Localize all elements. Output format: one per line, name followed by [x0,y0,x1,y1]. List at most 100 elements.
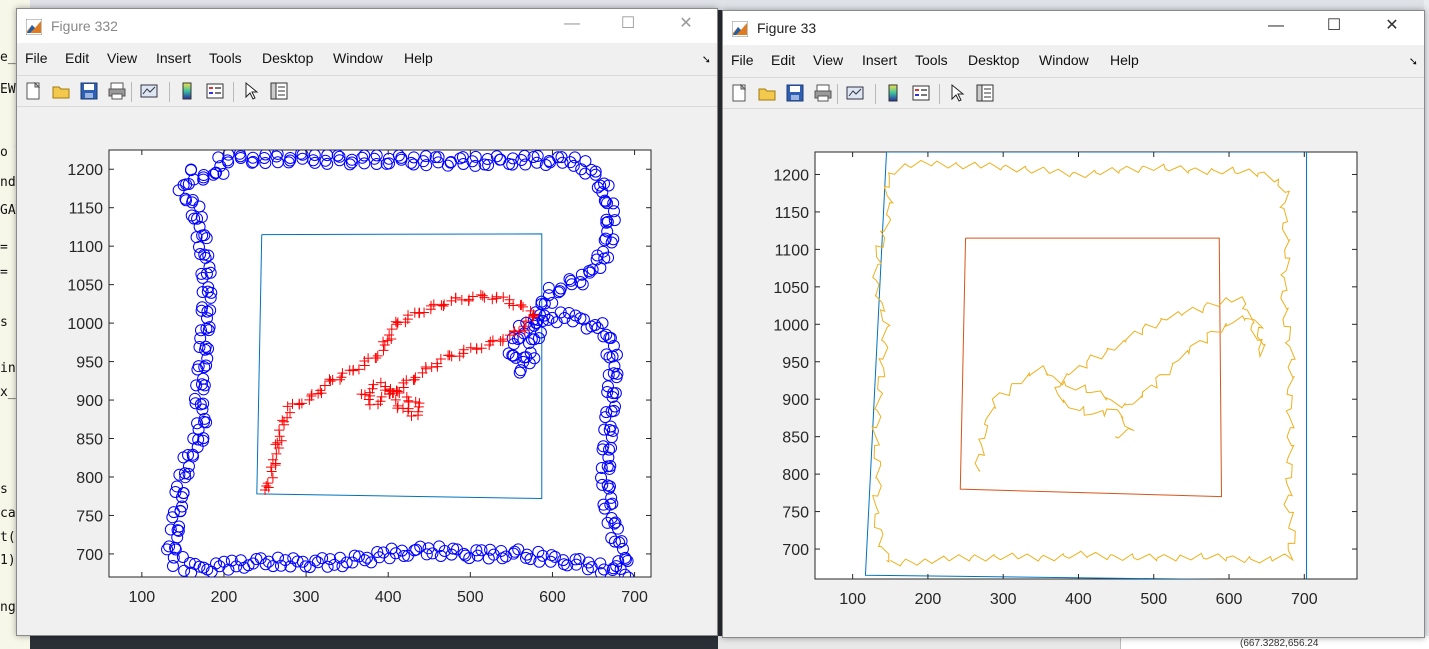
data-point [564,156,577,169]
data-point [420,548,433,561]
data-point [299,560,312,573]
data-point [169,541,182,554]
save-icon[interactable] [785,83,805,103]
property-inspector-icon[interactable] [975,83,995,103]
menu-tools[interactable]: Tools [915,52,948,68]
data-point [420,159,433,172]
data-point [175,491,188,504]
save-icon[interactable] [79,81,99,101]
chart-figure-33[interactable]: 100 200 300 400 500 600 700 700 750 800 850 900 950 1… [723,109,1424,637]
menu-edit[interactable]: Edit [771,52,796,68]
print-icon[interactable] [813,83,833,103]
toolbar-separator [875,84,876,104]
insert-colorbar-icon[interactable] [177,81,197,101]
data-point [604,498,617,511]
minimize-button[interactable]: — [1268,17,1284,34]
chart-figure-332[interactable]: 100 200 300 400 500 600 700 700 750 800 850 900 950 1… [17,107,717,635]
data-point [372,350,383,361]
data-point [209,167,222,180]
data-point [428,299,439,310]
close-button[interactable]: ✕ [679,15,693,32]
data-point [371,546,384,559]
menu-help[interactable]: Help [1110,52,1139,68]
data-point [376,391,387,402]
data-point [178,467,191,480]
dock-arrow-icon[interactable]: ➘ [701,54,711,66]
data-point [161,543,174,556]
data-point [436,300,447,311]
link-plot-icon[interactable] [845,83,865,103]
maximize-button[interactable]: ☐ [620,15,636,32]
data-point [390,394,401,405]
property-inspector-icon[interactable] [269,81,289,101]
figure-window-33[interactable]: Figure 33 — ☐ ✕ File Edit View Insert To… [722,10,1425,638]
edit-plot-icon[interactable] [947,83,967,103]
data-point [200,232,213,245]
data-point [477,290,488,301]
insert-legend-icon[interactable] [205,81,225,101]
data-point [331,150,344,162]
data-point [512,543,525,556]
menu-view[interactable]: View [813,52,844,68]
dock-arrow-icon[interactable]: ➘ [1408,56,1418,68]
data-point [579,167,592,180]
data-point [367,383,378,394]
open-file-icon[interactable] [757,83,777,103]
menu-window[interactable]: Window [333,50,383,66]
menu-edit[interactable]: Edit [65,50,90,66]
menu-desktop[interactable]: Desktop [968,52,1020,68]
edit-plot-icon[interactable] [241,81,261,101]
data-point [163,540,176,553]
data-point [456,151,469,164]
data-point [190,231,203,244]
x-tick-label: 700 [621,589,648,606]
data-point [487,294,498,305]
toolbar-separator [169,82,170,102]
data-point [340,556,353,569]
data-point [270,439,281,450]
menu-insert[interactable]: Insert [156,50,192,66]
maximize-button[interactable]: ☐ [1326,17,1342,34]
link-plot-icon[interactable] [139,81,159,101]
data-point [199,343,212,356]
menu-tools[interactable]: Tools [209,50,242,66]
data-point [246,156,259,169]
data-point [197,173,210,186]
data-point [496,552,509,565]
x-tick-label: 500 [457,589,484,606]
open-file-icon[interactable] [51,81,71,101]
data-point [316,552,329,565]
data-point [567,159,580,172]
menu-help[interactable]: Help [404,50,433,66]
close-button[interactable]: ✕ [1385,17,1399,34]
menu-file[interactable]: File [731,52,754,68]
insert-colorbar-icon[interactable] [883,83,903,103]
editor-code-fragment: s [0,315,8,330]
data-point [259,156,272,169]
menu-file[interactable]: File [25,50,48,66]
menu-window[interactable]: Window [1039,52,1089,68]
data-point [598,423,611,436]
menu-desktop[interactable]: Desktop [262,50,314,66]
data-point [361,551,374,564]
menu-view[interactable]: View [107,50,138,66]
x-tick-label: 500 [1140,591,1167,608]
new-figure-icon[interactable] [23,81,43,101]
data-point [536,314,549,327]
new-figure-icon[interactable] [729,83,749,103]
insert-legend-icon[interactable] [911,83,931,103]
arena-boundary-line [959,237,1223,498]
data-point [469,159,482,172]
menu-insert[interactable]: Insert [862,52,898,68]
minimize-button[interactable]: — [564,15,580,32]
editor-code-fragment: t( [0,530,16,545]
print-icon[interactable] [107,81,127,101]
data-point [596,317,609,330]
figure-window-332[interactable]: Figure 332 — ☐ ✕ File Edit View Insert T… [16,8,718,636]
data-point [407,158,420,171]
title-bar[interactable]: Figure 332 — ☐ ✕ [17,9,717,43]
data-point [605,491,618,504]
data-point [358,554,371,567]
plot-content [161,150,635,577]
title-bar[interactable]: Figure 33 — ☐ ✕ [723,11,1424,45]
